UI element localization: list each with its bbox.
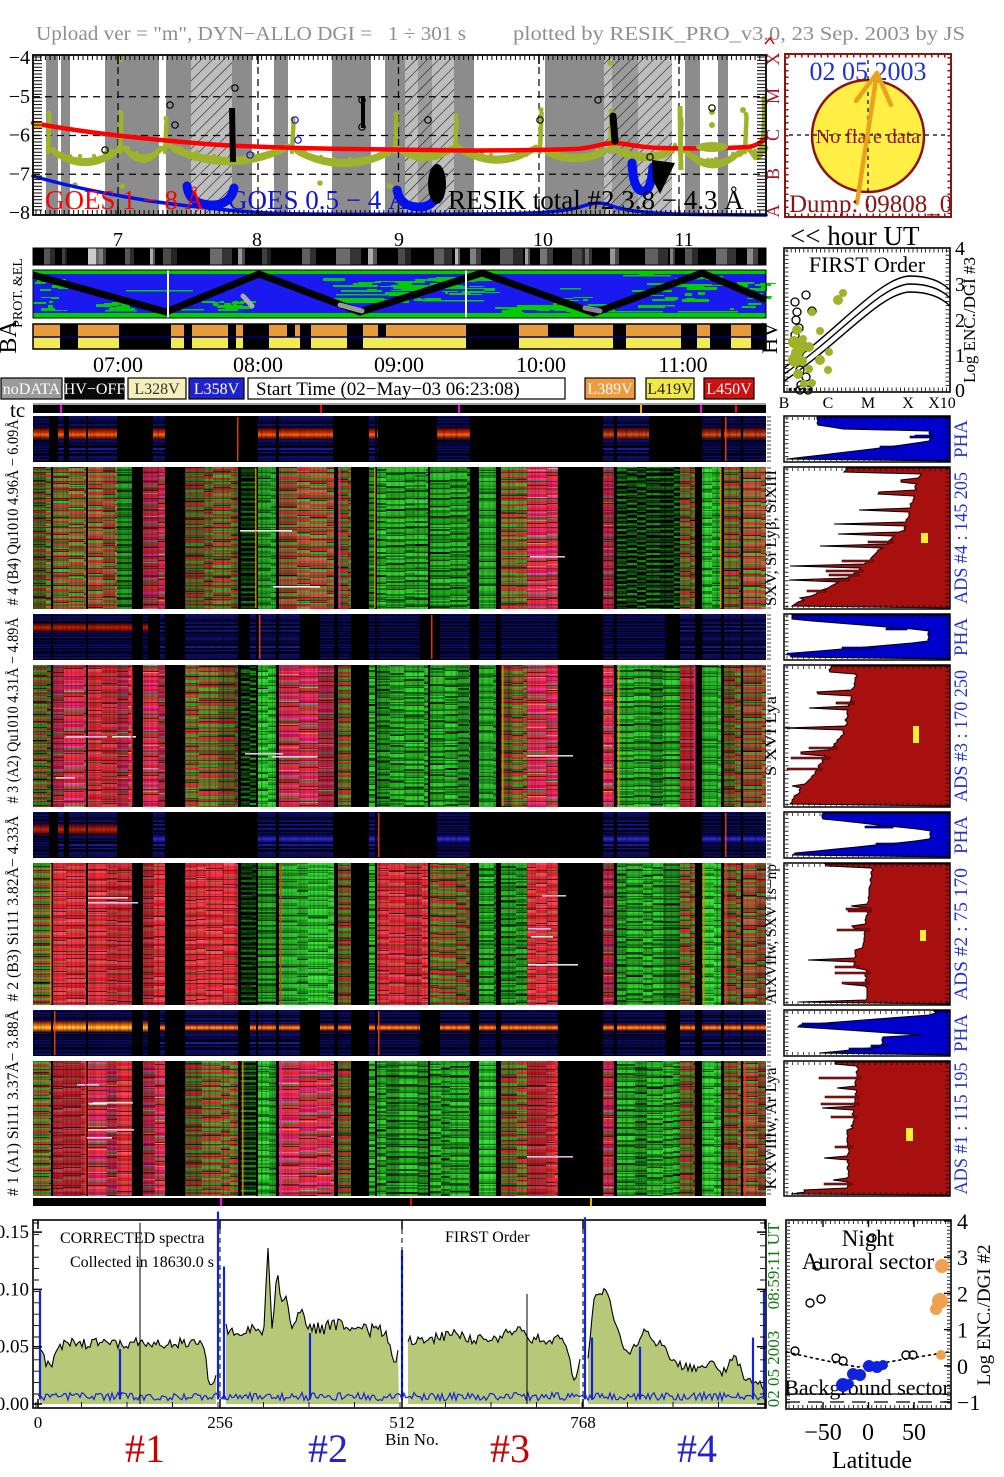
svg-text:plotted by RESIK_PRO_v3.0, 23: plotted by RESIK_PRO_v3.0, 23 Sep. 2003 … [513, 23, 965, 45]
svg-text:0: 0 [862, 1420, 874, 1446]
svg-text:0.00: 0.00 [0, 1394, 29, 1415]
svg-text:−6: −6 [9, 125, 30, 147]
svg-text:ADS #4 : 145 205: ADS #4 : 145 205 [951, 472, 972, 604]
svg-text:0: 0 [957, 1354, 968, 1379]
svg-text:B: B [779, 395, 790, 412]
svg-text:0: 0 [955, 380, 965, 402]
svg-text:GOES 1 − 8 Å: GOES 1 − 8 Å [45, 185, 205, 215]
svg-text:Upload ver = "m", DYN−ALLO DGI: Upload ver = "m", DYN−ALLO DGI = 1 ÷ 301… [36, 23, 466, 45]
svg-text:−8: −8 [9, 202, 30, 224]
svg-text:noDATA: noDATA [3, 381, 61, 398]
svg-text:0.10: 0.10 [0, 1279, 29, 1300]
svg-text:PROT. &EL: PROT. &EL [11, 258, 26, 328]
svg-text:#4: #4 [677, 1426, 717, 1471]
svg-text:C: C [823, 395, 834, 412]
svg-text:X: X [763, 53, 783, 66]
svg-text:50: 50 [902, 1420, 926, 1446]
svg-text:ADS #1 : 115 195: ADS #1 : 115 195 [951, 1063, 972, 1195]
svg-text:X: X [902, 395, 914, 412]
svg-text:CORRECTED spectra: CORRECTED spectra [60, 1230, 204, 1247]
svg-text:# 4 (B4) Qu1010 4.96Å − 6.09Å: # 4 (B4) Qu1010 4.96Å − 6.09Å [4, 419, 22, 605]
svg-text:L450V: L450V [706, 381, 752, 398]
svg-text:0.05: 0.05 [0, 1337, 29, 1358]
svg-text:PHA: PHA [951, 816, 972, 854]
svg-text:11: 11 [674, 229, 693, 251]
svg-text:#2: #2 [308, 1426, 348, 1471]
svg-text:8: 8 [252, 229, 262, 251]
svg-text:M: M [763, 88, 783, 104]
svg-text:BA: BA [0, 320, 22, 354]
svg-text:0: 0 [34, 1413, 43, 1432]
svg-text:09:00: 09:00 [374, 352, 424, 377]
svg-text:768: 768 [570, 1413, 596, 1432]
svg-text:Log ENC./DGI #3: Log ENC./DGI #3 [960, 257, 979, 383]
svg-text:RESIK total #2 3.8 − 4.3 Å: RESIK total #2 3.8 − 4.3 Å [448, 185, 744, 215]
svg-text:L389V: L389V [587, 381, 633, 398]
svg-text:256: 256 [207, 1413, 233, 1432]
svg-text:2: 2 [957, 1281, 968, 1306]
svg-text:PHA: PHA [951, 618, 972, 656]
svg-text:B: B [763, 168, 783, 180]
svg-text:GOES 0.5 − 4 Å: GOES 0.5 − 4 Å [228, 185, 408, 215]
svg-text:Auroral sector: Auroral sector [802, 1249, 935, 1274]
svg-text:02 05 2003: 02 05 2003 [764, 1331, 783, 1408]
svg-text:K XVIIIw, Ar Lya: K XVIIIw, Ar Lya [763, 1068, 780, 1190]
svg-text:512: 512 [389, 1413, 415, 1432]
svg-text:L358V: L358V [194, 381, 240, 398]
svg-text:HV: HV [757, 322, 782, 354]
svg-text:2: 2 [955, 310, 965, 332]
svg-text:4: 4 [955, 238, 965, 260]
svg-text:Bin No.: Bin No. [385, 1430, 439, 1449]
svg-text:7: 7 [113, 229, 123, 251]
svg-text:C: C [763, 129, 783, 141]
svg-text:Background sector: Background sector [784, 1375, 950, 1400]
svg-text:07:00: 07:00 [93, 352, 143, 377]
svg-text:08:00: 08:00 [233, 352, 283, 377]
svg-text:ADS #2 : 75 170: ADS #2 : 75 170 [951, 868, 972, 1000]
svg-text:X10: X10 [928, 395, 956, 412]
svg-text:<< hour UT: << hour UT [790, 221, 920, 251]
svg-text:# 1 (A1) Si111 3.37Å− 3.88Å: # 1 (A1) Si111 3.37Å− 3.88Å [4, 1010, 22, 1196]
svg-text:0.15: 0.15 [0, 1222, 29, 1243]
svg-text:9: 9 [394, 229, 404, 251]
svg-text:3: 3 [955, 274, 965, 296]
svg-text:A: A [763, 205, 783, 218]
svg-text:# 3 (A2) Qu1010 4.31Å − 4.89Å: # 3 (A2) Qu1010 4.31Å − 4.89Å [4, 617, 22, 803]
svg-text:11:00: 11:00 [658, 352, 707, 377]
svg-text:4: 4 [957, 1209, 968, 1234]
svg-text:1: 1 [955, 345, 965, 367]
svg-text:#1: #1 [125, 1426, 165, 1471]
svg-text:08:59:11 UT: 08:59:11 UT [764, 1222, 783, 1309]
svg-text:1: 1 [957, 1318, 968, 1343]
svg-text:−1: −1 [957, 1390, 980, 1415]
svg-text:Collected in 18630.0 s: Collected in 18630.0 s [70, 1254, 214, 1271]
svg-text:S XVI Lya: S XVI Lya [763, 696, 780, 776]
svg-text:L328V: L328V [134, 381, 180, 398]
svg-text:−50: −50 [804, 1420, 842, 1446]
svg-text:Log ENC./DGI #2: Log ENC./DGI #2 [974, 1245, 995, 1386]
svg-text:ArXVIIw, SXV 1s−np: ArXVIIw, SXV 1s−np [763, 864, 780, 1004]
svg-text:3: 3 [957, 1245, 968, 1270]
svg-text:Latitude: Latitude [832, 1448, 912, 1474]
svg-text:FIRST Order: FIRST Order [445, 1229, 530, 1246]
svg-text:HV−OFF: HV−OFF [64, 381, 126, 398]
svg-text:10:00: 10:00 [516, 352, 566, 377]
svg-text:# 2 (B3) Si111 3.82Å− 4.33Å: # 2 (B3) Si111 3.82Å− 4.33Å [4, 815, 22, 1001]
svg-text:tc: tc [10, 398, 25, 422]
svg-text:−5: −5 [9, 86, 30, 108]
svg-text:Start Time (02−May−03 06:23:08: Start Time (02−May−03 06:23:08) [256, 379, 520, 400]
svg-text:ADS #3 : 170 250: ADS #3 : 170 250 [951, 670, 972, 802]
svg-text:FIRST Order: FIRST Order [809, 252, 926, 277]
svg-text:−7: −7 [9, 163, 30, 185]
svg-text:Dump: 09808_0: Dump: 09808_0 [789, 191, 952, 218]
svg-text:PHA: PHA [951, 1014, 972, 1052]
svg-text:#3: #3 [490, 1426, 530, 1471]
svg-text:PHA: PHA [951, 420, 972, 458]
svg-text:L419V: L419V [647, 381, 693, 398]
svg-text:M: M [861, 395, 875, 412]
svg-text:SXV, Si Lyβ, SiXIII: SXV, Si Lyβ, SiXIII [763, 470, 780, 606]
svg-text:10: 10 [533, 229, 553, 251]
svg-text:−4: −4 [9, 47, 30, 69]
